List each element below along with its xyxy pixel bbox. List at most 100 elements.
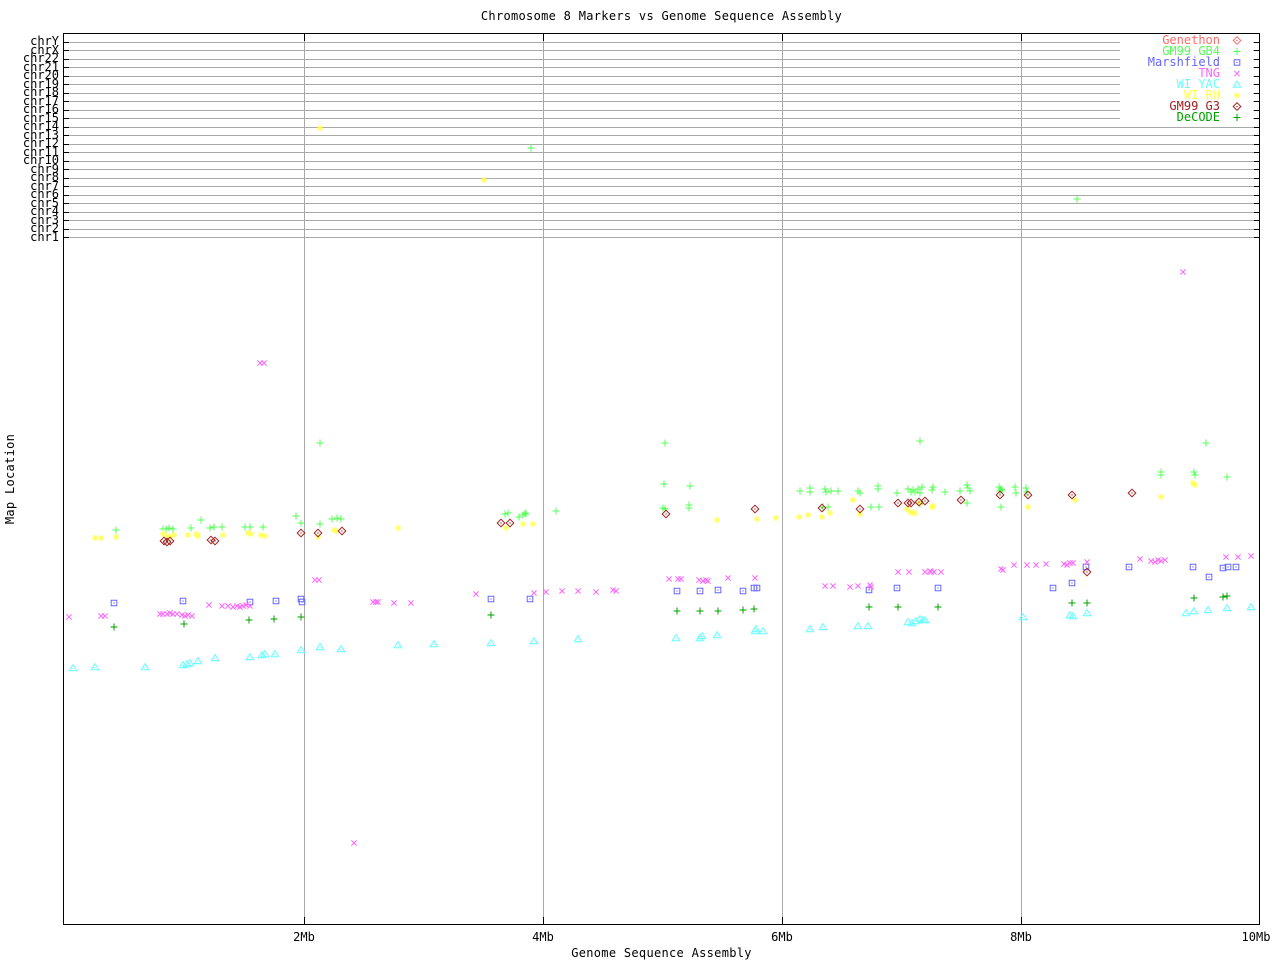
data-point [714, 607, 722, 615]
data-point [928, 486, 936, 494]
chromosome-row-line [63, 118, 1260, 119]
chromosome-tick-right [1254, 41, 1260, 43]
data-point [750, 605, 758, 613]
data-point [846, 583, 854, 591]
data-point [824, 503, 832, 511]
data-point [487, 611, 495, 619]
data-point [197, 516, 205, 524]
data-point [101, 612, 109, 620]
y-tick-label: chr22 [22, 51, 59, 65]
data-point [930, 568, 938, 576]
data-point [818, 623, 828, 631]
legend-label: GM99 G3 [1169, 99, 1220, 113]
data-point [245, 653, 255, 661]
chromosome-tick-right [1254, 228, 1260, 230]
data-point [188, 612, 196, 620]
data-point [1191, 481, 1199, 489]
data-point [1022, 484, 1030, 492]
data-point [316, 520, 324, 528]
y-tick-label: chr3 [30, 212, 59, 227]
data-point [504, 509, 512, 517]
data-point [112, 533, 120, 541]
data-point [530, 589, 538, 597]
data-point [772, 514, 780, 522]
chromosome-tick-left [63, 109, 69, 111]
y-tick-label: chr10 [22, 153, 59, 167]
data-point [665, 575, 673, 583]
data-point [714, 586, 722, 594]
chromosome-row-line [63, 109, 1260, 111]
data-point [91, 534, 99, 542]
data-point [337, 526, 347, 536]
data-point [259, 523, 267, 531]
chromosome-tick-right [1254, 126, 1260, 128]
chromosome-row-line [63, 169, 1260, 170]
data-point [805, 625, 815, 633]
data-point [821, 485, 829, 493]
legend-label: Genethon [1162, 33, 1220, 47]
data-point [270, 650, 280, 658]
data-point [1234, 553, 1242, 561]
data-point [865, 603, 873, 611]
data-point [1042, 560, 1050, 568]
x-tick-top [1021, 33, 1022, 41]
chromosome-tick-left [63, 92, 69, 94]
chromosome-tick-right [1254, 58, 1260, 60]
data-point [486, 639, 496, 647]
chromosome-tick-right [1254, 118, 1260, 119]
chromosome-row-line [63, 160, 1260, 162]
chromosome-tick-right [1254, 143, 1260, 145]
chromosome-tick-right [1254, 211, 1260, 213]
data-point [296, 646, 306, 654]
data-point [1011, 483, 1019, 491]
data-point [673, 607, 681, 615]
y-tick-label: chr16 [22, 102, 59, 116]
data-point [750, 504, 760, 514]
data-point [751, 574, 759, 582]
data-point [247, 530, 255, 538]
x-tick-bottom [543, 917, 544, 925]
series-tng-points [65, 268, 1255, 847]
data-point [1202, 439, 1210, 447]
chromosome-tick-right [1254, 220, 1260, 221]
y-tick-label: chr5 [30, 195, 59, 210]
data-point [90, 663, 100, 671]
chromosome-tick-right [1254, 169, 1260, 170]
data-point [865, 586, 873, 594]
data-point [904, 485, 912, 493]
legend-entry-gm99-g3: GM99 G3 [1120, 99, 1253, 113]
data-point [112, 526, 120, 534]
data-point [686, 482, 694, 490]
legend-marker-diamond-icon [1232, 36, 1242, 45]
data-point [592, 588, 600, 596]
data-point [739, 606, 747, 614]
chromosome-tick-right [1254, 67, 1260, 68]
chromosome-row-line [63, 101, 1260, 102]
data-point [270, 615, 278, 623]
data-point [1049, 584, 1057, 592]
data-point [863, 622, 873, 630]
data-point [1023, 561, 1031, 569]
data-point [1157, 471, 1165, 479]
chromosome-tick-left [63, 135, 69, 136]
data-point [480, 176, 488, 184]
chromosome-tick-right [1254, 50, 1260, 51]
legend-label: WI RH [1183, 88, 1220, 102]
chromosome-tick-left [63, 118, 69, 119]
data-point [1125, 563, 1133, 571]
data-point [315, 576, 323, 584]
data-point [333, 514, 341, 522]
x-tick-top [782, 33, 783, 41]
y-tick-label: chrX [30, 42, 59, 57]
data-point [140, 663, 150, 671]
data-point [272, 597, 280, 605]
x-gridline [304, 33, 305, 925]
legend-marker-boxdot-icon [1233, 59, 1241, 66]
legend-entry-decode: DeCODE [1120, 111, 1253, 123]
y-tick-label: chr2 [30, 221, 59, 235]
legend-marker-tridot-icon [1232, 80, 1242, 88]
data-point [350, 839, 358, 847]
data-point [696, 607, 704, 615]
